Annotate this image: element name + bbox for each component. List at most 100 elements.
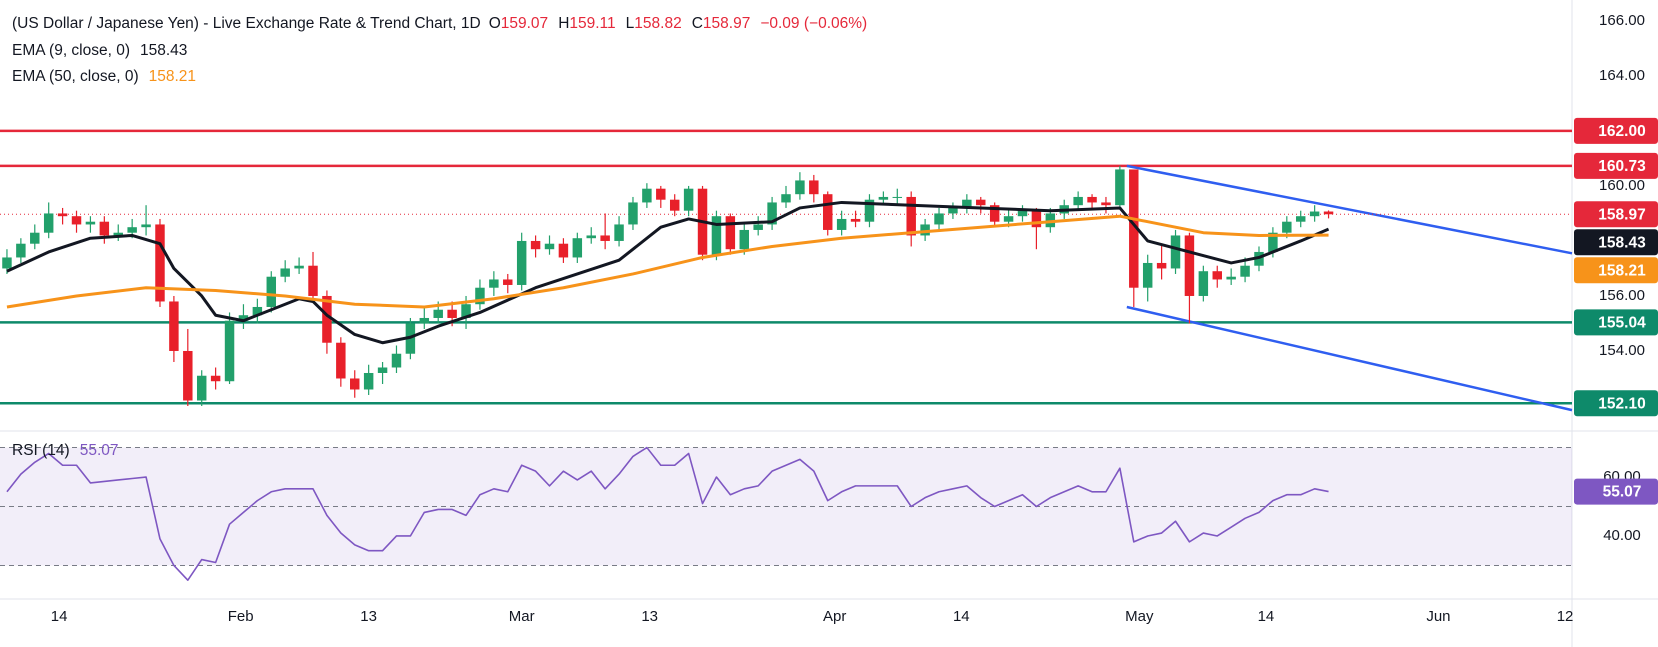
legend-value: 158.21 [148, 68, 197, 85]
candle-body [308, 265, 318, 296]
candle-body [850, 218, 861, 222]
candle-body [892, 196, 903, 198]
rsi-tick-label: 40.00 [1603, 527, 1641, 544]
ema-line [6, 214, 1329, 309]
y-tick-label: 166.00 [1599, 12, 1645, 29]
candle-body [16, 243, 26, 258]
candle-body [669, 199, 680, 211]
price-label-box [1574, 152, 1658, 179]
candle-body [656, 188, 666, 200]
candle-body [447, 309, 457, 318]
legend-value: 158.43 [140, 41, 188, 59]
candle-body [1184, 235, 1195, 296]
candle-body [906, 196, 916, 236]
candle-body [57, 213, 68, 217]
candle-body [1309, 211, 1320, 217]
price-label-box [1574, 257, 1658, 284]
candle-body [544, 243, 555, 250]
candle-body [266, 276, 277, 307]
candle-body [962, 199, 972, 208]
candle-body [127, 227, 137, 233]
ema-line [6, 200, 1330, 345]
chart-title: (US Dollar / Japanese Yen) - Live Exchan… [12, 15, 481, 32]
rsi-legend: RSI (14) 55.07 [12, 442, 119, 460]
candle-body [377, 367, 388, 373]
ohlc-value: 158.82 [634, 15, 682, 32]
candle-body [30, 232, 40, 244]
candle-body [1017, 210, 1028, 217]
candle-body [322, 295, 332, 343]
candle-body [1226, 276, 1236, 280]
candle-body [823, 194, 833, 230]
x-tick-label: 14 [51, 608, 68, 625]
x-tick-label: May [1125, 608, 1154, 625]
candle-body [1087, 196, 1097, 203]
price-label: 160.73 [1598, 158, 1646, 175]
candle-body [683, 188, 694, 211]
legend-name: EMA (9, close, 0) [12, 41, 131, 59]
y-tick-label: 160.00 [1599, 177, 1645, 194]
candle-body [767, 202, 777, 225]
ohlc-value: 159.11 [569, 15, 616, 32]
candle-body [642, 188, 652, 203]
candle-body [795, 180, 805, 195]
ohlc-key: L [625, 15, 635, 32]
candle-body [1240, 265, 1250, 277]
candle-body [475, 287, 485, 305]
candle-body [43, 213, 54, 233]
price-label-box [1574, 201, 1658, 228]
candle-body [781, 194, 791, 203]
candle-body [558, 243, 569, 258]
candle-body [196, 375, 207, 401]
candle-body [516, 240, 527, 285]
candle-body [725, 216, 736, 250]
price-label: 162.00 [1598, 123, 1645, 140]
y-tick-label: 154.00 [1599, 342, 1645, 359]
candle-body [141, 224, 151, 228]
legend-name: EMA (50, close, 0) [12, 68, 139, 85]
ohlc-value: 159.07 [500, 15, 549, 32]
candle-body [836, 218, 847, 230]
candle-body [920, 224, 930, 236]
candle-body [878, 196, 889, 200]
candle-body [489, 279, 499, 288]
candle-body [586, 235, 596, 239]
x-tick-label: 13 [360, 608, 377, 625]
legend: (US Dollar / Japanese Yen) - Live Exchan… [12, 11, 867, 91]
candle-body [934, 213, 944, 225]
legend-row: (US Dollar / Japanese Yen) - Live Exchan… [12, 11, 867, 38]
candle-body [85, 221, 96, 225]
candle-body [1282, 221, 1292, 233]
candle-body [461, 304, 471, 318]
candle-body [224, 320, 235, 382]
legend-row: EMA (9, close, 0) 158.43 [12, 38, 867, 65]
trend-line [1126, 305, 1573, 412]
candle-body [976, 199, 986, 206]
candle-body [711, 216, 722, 255]
candle-body [572, 238, 583, 258]
x-tick-label: 12 [1557, 608, 1574, 625]
candle-body [183, 350, 193, 401]
candle-body [391, 353, 402, 368]
rsi-title: RSI (14) [12, 442, 70, 459]
price-label: 155.04 [1598, 314, 1646, 331]
candle-body [1031, 210, 1042, 228]
ohlc-value: 158.97 [702, 15, 751, 32]
rsi-label-box [1574, 478, 1658, 505]
candle-body [600, 235, 610, 241]
candle-body [238, 315, 249, 321]
price-label-box [1574, 309, 1658, 336]
legend-row: EMA (50, close, 0) 158.21 [12, 64, 867, 91]
trend-line [1126, 164, 1573, 255]
candle-body [1198, 271, 1209, 296]
x-tick-label: Jun [1426, 608, 1450, 625]
candle-body [753, 224, 763, 230]
price-label-box [1574, 117, 1658, 144]
candle-body [503, 279, 513, 285]
candle-body [350, 378, 360, 390]
x-tick-label: 13 [641, 608, 658, 625]
candle-body [99, 221, 110, 236]
x-tick-label: Mar [509, 608, 535, 625]
